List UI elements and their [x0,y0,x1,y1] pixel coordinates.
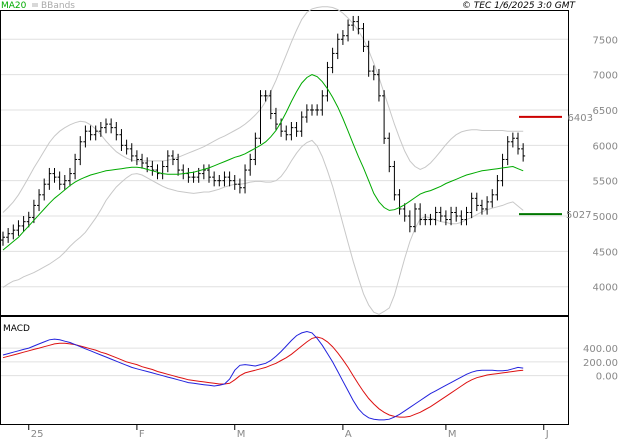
price-tick-label: 7500 [593,35,618,46]
x-axis-labels: 25 F M A M J [28,424,549,440]
bb-lower-line [2,139,524,315]
ma20-path [2,74,524,251]
x-tick-label: M [237,429,246,440]
price-tick-label: 6000 [593,141,618,152]
ma20-line [2,74,524,251]
x-tick-label: J [545,429,549,440]
macd-panel [0,316,569,425]
macd-label: MACD [3,324,30,334]
x-tick-label: A [345,429,352,440]
x-tick-label: 25 [31,429,44,440]
price-tick-label: 4000 [593,283,618,294]
source-timestamp: © TEC 1/6/2025 3:0 GMT [462,1,577,11]
price-tick-label: 6500 [593,106,618,117]
macd-lines [2,330,524,421]
x-tick-label: F [139,429,145,440]
x-tick-label: M [448,429,457,440]
support-label: 5027 [566,210,591,221]
price-tick-label: 7000 [593,71,618,82]
grid-lines [1,38,568,377]
resistance-label: 6403 [568,113,593,124]
price-tick-label: 5500 [593,177,618,188]
bbands-swatch [32,3,38,7]
ma20-legend: MA20 [1,1,27,11]
y-axis-labels: 4000 4500 5000 5500 6000 6500 7000 7500 0.00 200.… [583,35,618,382]
macd-line [2,330,524,421]
bollinger-bands [2,6,524,315]
price-tick-label: 4500 [593,247,618,258]
price-tick-label: 5000 [593,212,618,223]
macd-tick-label: 400.00 [583,344,618,355]
bbands-legend: BBands [41,1,75,11]
price-levels: 6403 5027 [519,113,593,221]
macd-tick-label: 0.00 [596,372,618,383]
price-panel [0,10,569,316]
bb-upper-line [2,6,524,213]
signal-line [2,336,524,418]
ohlc-bars [1,15,526,246]
macd-tick-label: 200.00 [583,358,618,369]
ma20-swatch [0,0,24,10]
